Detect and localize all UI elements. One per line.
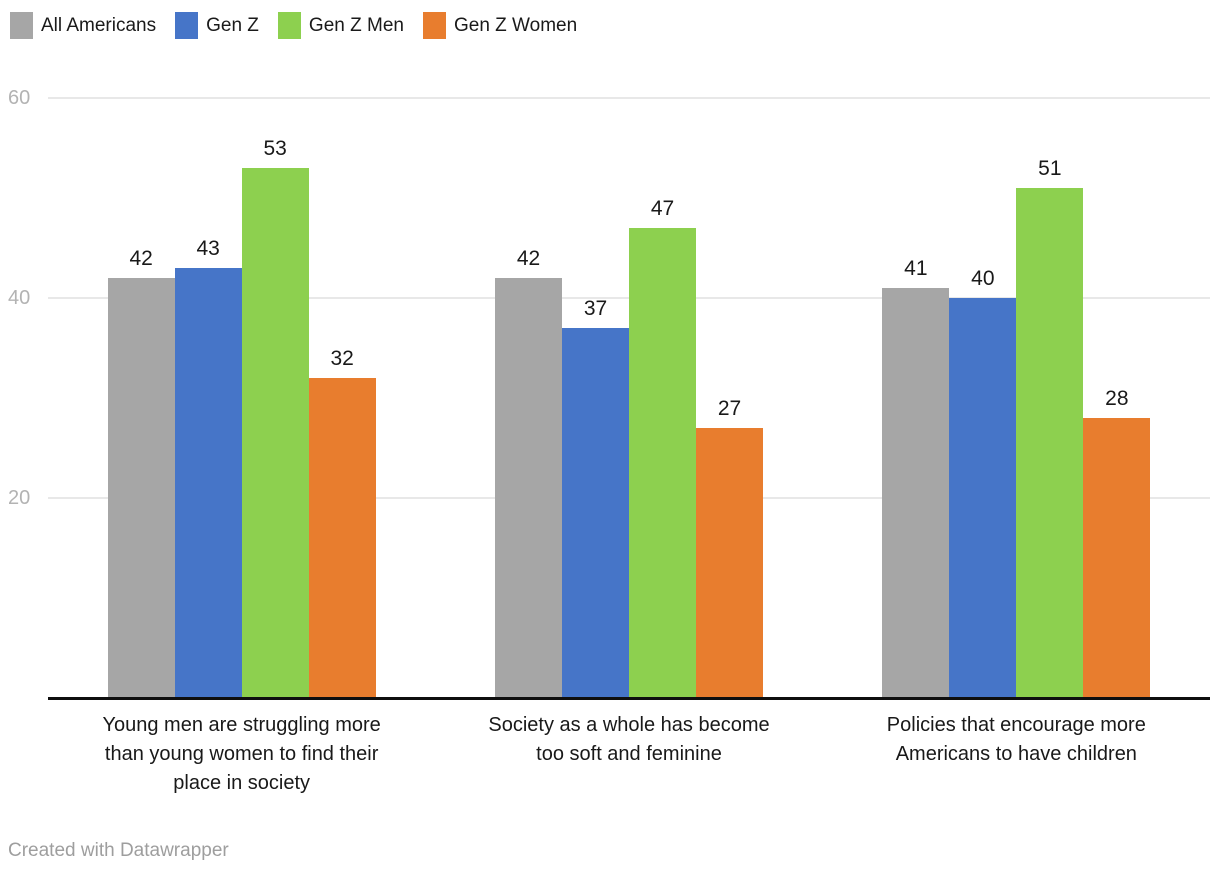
gridline-60	[48, 97, 1210, 99]
legend: All Americans Gen Z Gen Z Men Gen Z Women	[10, 12, 577, 39]
bar-all-americans	[882, 288, 950, 698]
legend-swatch-all-americans	[10, 12, 33, 39]
bar-gen-z-men	[1016, 188, 1084, 698]
bar-value-label: 37	[583, 297, 608, 320]
bar-all-americans	[107, 278, 175, 698]
legend-item: Gen Z	[175, 12, 259, 39]
bar-gen-z-women	[1083, 418, 1151, 698]
legend-item: Gen Z Men	[277, 12, 404, 39]
bar-value-label: 42	[516, 247, 541, 270]
bar-value-label: 43	[196, 237, 220, 260]
y-tick-label: 40	[8, 287, 31, 309]
bar-all-americans	[495, 278, 562, 698]
bar-value-label: 47	[650, 197, 675, 220]
bar-gen-z-men	[241, 168, 309, 698]
category-label: Society as a whole has become too soft a…	[488, 714, 770, 765]
bar-value-label: 28	[1105, 387, 1129, 410]
legend-item: Gen Z Women	[422, 12, 578, 39]
bar-gen-z-women	[696, 428, 763, 698]
legend-item: All Americans	[10, 12, 156, 39]
legend-label: Gen Z Women	[453, 15, 578, 36]
legend-label: Gen Z	[206, 15, 259, 36]
bar-value-label: 51	[1038, 157, 1062, 180]
bar-value-label: 27	[717, 397, 742, 420]
bar-value-label: 40	[971, 267, 995, 290]
category-label: Policies that encourage more Americans t…	[886, 714, 1146, 765]
bar-value-label: 53	[263, 137, 287, 160]
datawrapper-credit: Created with Datawrapper	[8, 840, 229, 861]
legend-label: Gen Z Men	[308, 15, 404, 36]
legend-swatch-gen-z-men	[277, 12, 301, 39]
bar-value-label: 41	[904, 257, 928, 280]
x-axis-line	[48, 697, 1210, 700]
y-tick-label: 20	[8, 487, 31, 509]
bar-value-label: 32	[330, 347, 354, 370]
legend-label: All Americans	[41, 15, 157, 36]
bar-value-label: 42	[129, 247, 153, 270]
legend-swatch-gen-z	[175, 12, 199, 39]
y-tick-label: 60	[8, 87, 31, 109]
bar-gen-z	[174, 268, 242, 698]
category-label: Young men are struggling more than young…	[102, 714, 381, 794]
bar-gen-z	[949, 298, 1017, 698]
bar-gen-z-women	[308, 378, 376, 698]
legend-swatch-gen-z-women	[422, 12, 446, 39]
bar-gen-z-men	[629, 228, 696, 698]
bar-gen-z	[562, 328, 629, 698]
